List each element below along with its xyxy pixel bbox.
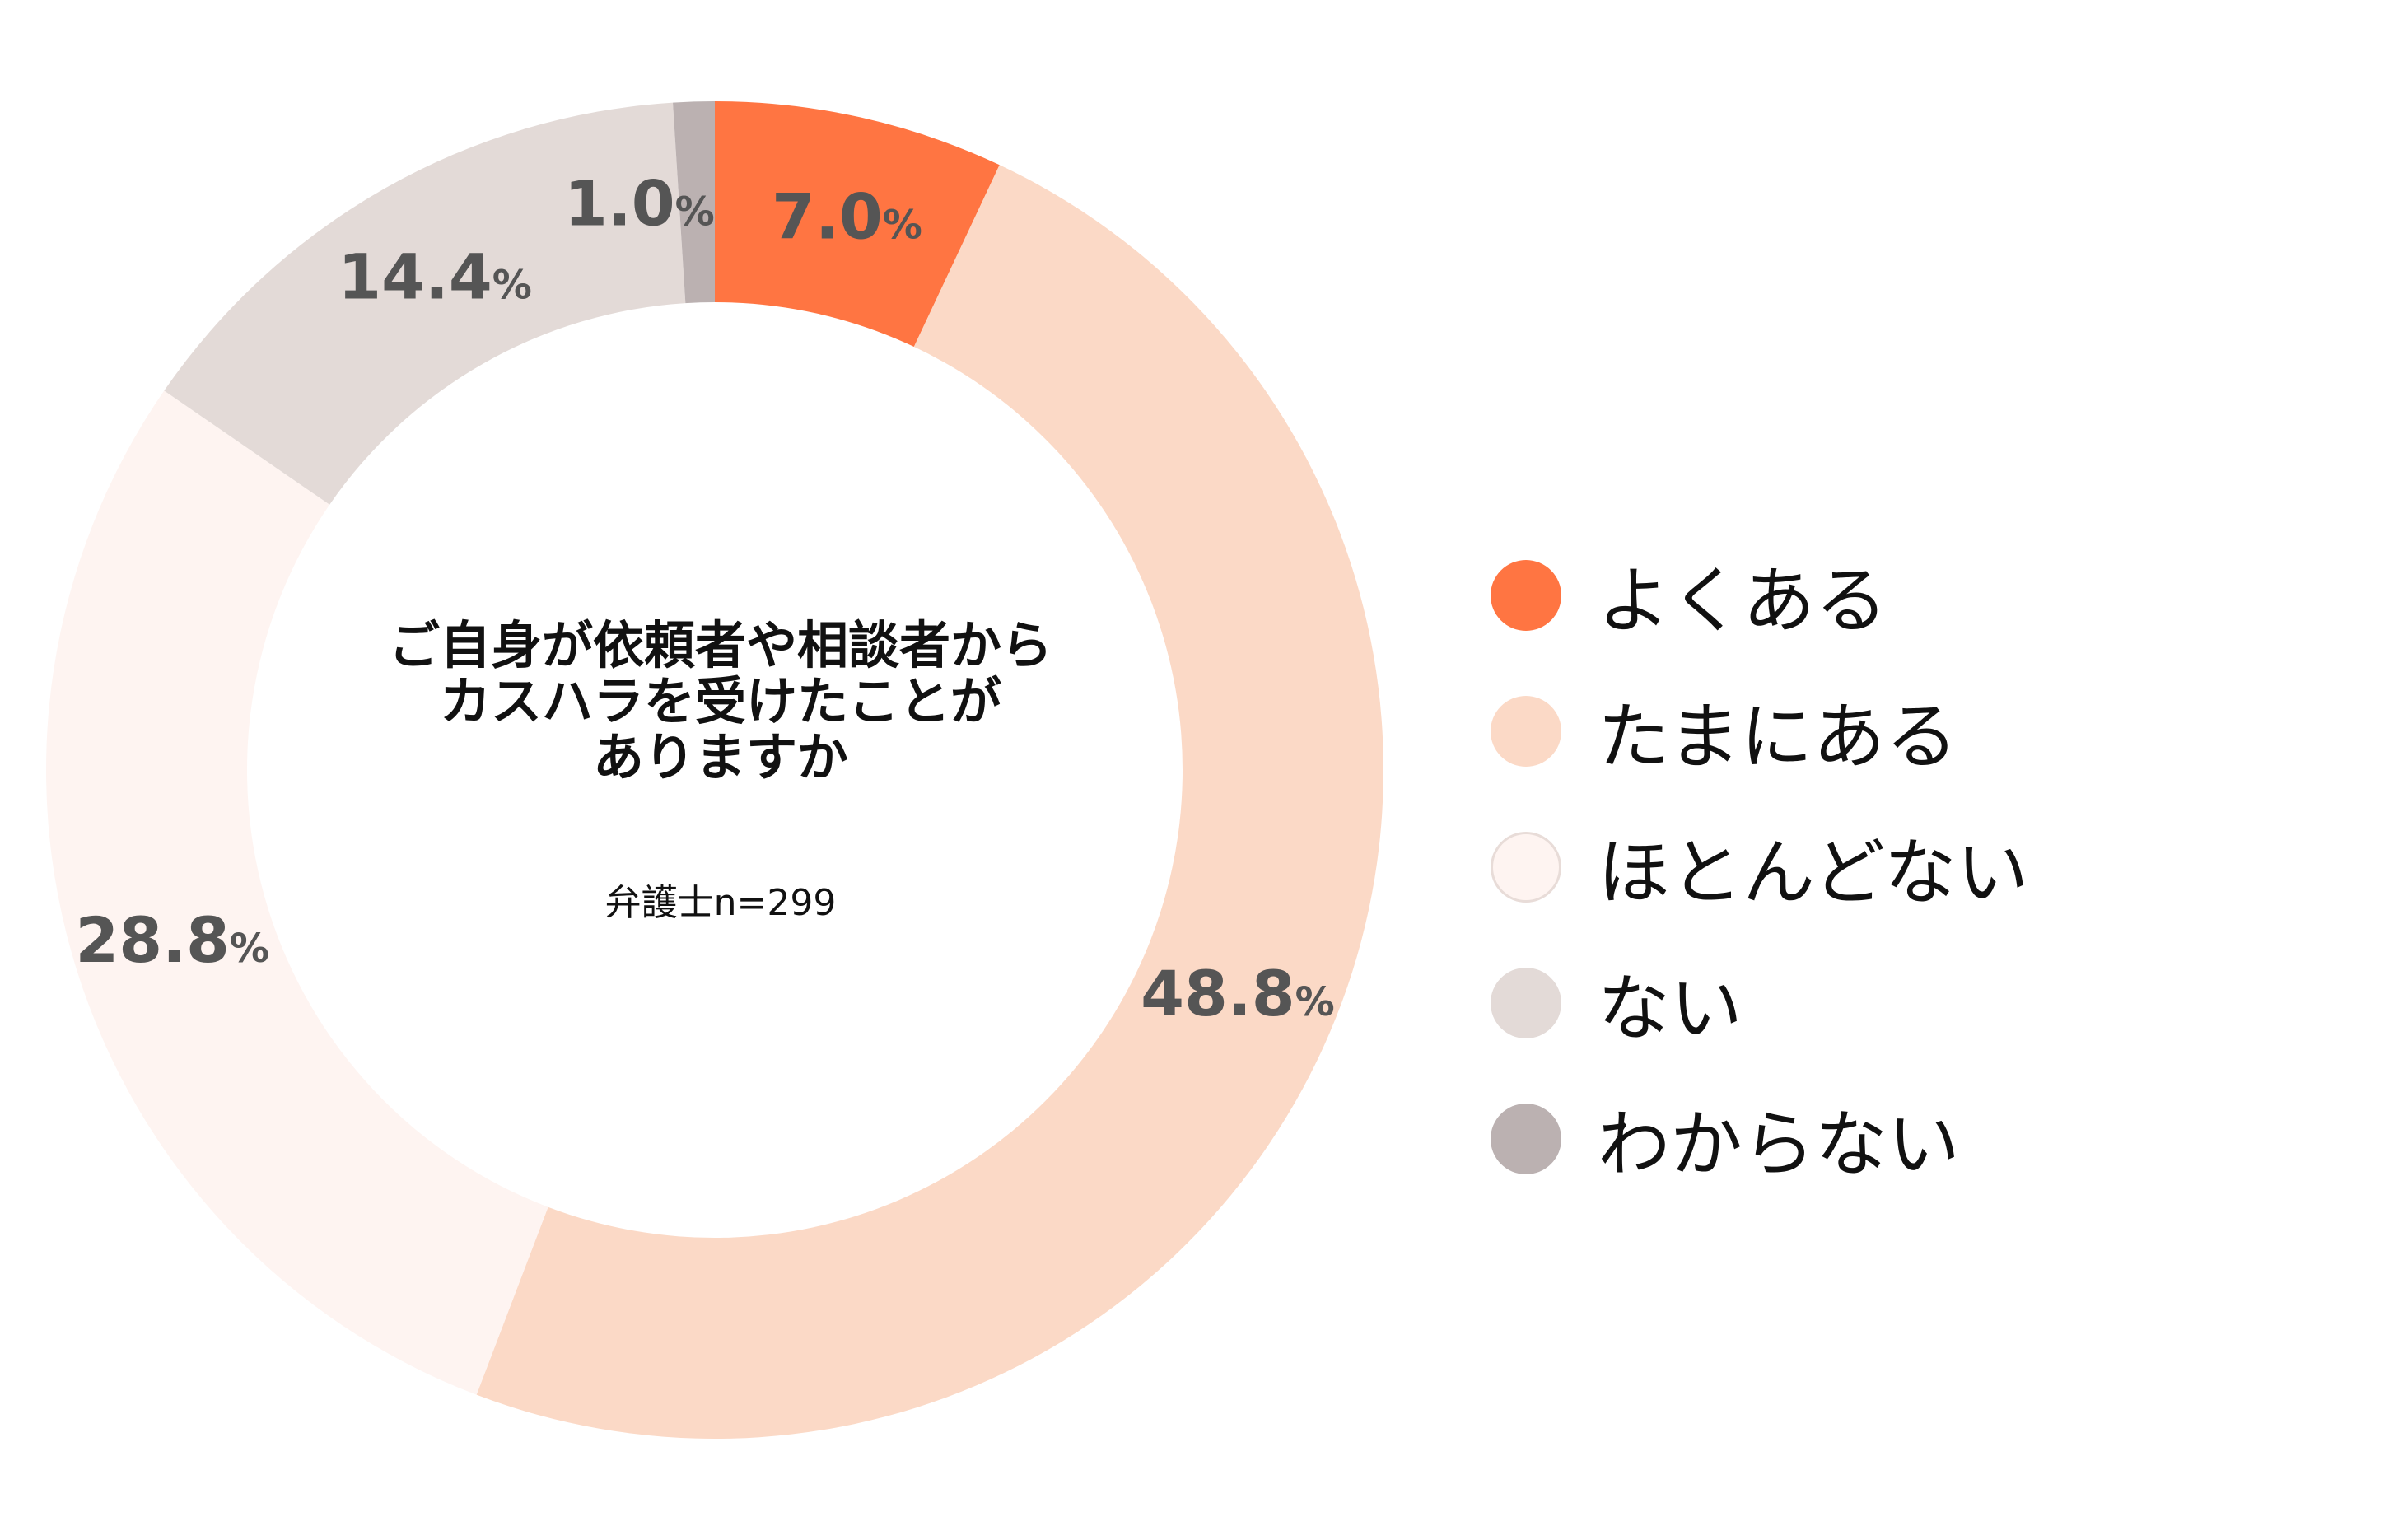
legend-label-unknown: わからない [1598, 1102, 1961, 1187]
value-labels: 7.0% 48.8% 28.8% 14.4% 1.0% [75, 166, 1334, 1030]
slice-sometimes [476, 165, 1383, 1439]
legend-label-sometimes: たまにある [1598, 694, 1958, 779]
legend-item-often: よくある [1491, 527, 2029, 663]
legend-item-never: ない [1491, 935, 2029, 1071]
legend-label-often: よくある [1598, 558, 1888, 643]
legend: よくある たまにある ほとんどない ない わからない [1491, 527, 2029, 1206]
value-label-sometimes: 48.8% [1141, 957, 1335, 1030]
value-label-unknown: 1.0% [564, 166, 715, 240]
slice-unknown [673, 101, 715, 304]
legend-label-never: ない [1598, 966, 1743, 1051]
slice-rarely [45, 390, 548, 1395]
legend-item-sometimes: たまにある [1491, 663, 2029, 799]
legend-label-rarely: ほとんどない [1598, 830, 2029, 915]
sample-size-label: 弁護士n=299 [604, 882, 837, 924]
center-title-line-2: カスハラを受けたことが [439, 671, 1001, 731]
legend-swatch-unknown [1491, 1103, 1561, 1174]
legend-item-unknown: わからない [1491, 1071, 2029, 1206]
legend-swatch-rarely [1491, 831, 1561, 903]
legend-swatch-never [1491, 967, 1561, 1038]
value-label-rarely: 28.8% [75, 903, 269, 977]
donut-slices [45, 101, 1383, 1439]
value-label-often: 7.0% [772, 180, 922, 254]
slice-never [164, 102, 686, 505]
legend-swatch-often [1491, 559, 1561, 631]
center-title-line-3: ありますか [592, 727, 848, 787]
legend-swatch-sometimes [1491, 695, 1561, 767]
value-label-never: 14.4% [338, 240, 532, 314]
legend-item-rarely: ほとんどない [1491, 799, 2029, 935]
chart-center-title: ご自身が依頼者や相談者から カスハラを受けたことが ありますか [247, 618, 1194, 786]
center-title-line-1: ご自身が依頼者や相談者から [388, 615, 1052, 675]
slice-often [715, 101, 1000, 348]
